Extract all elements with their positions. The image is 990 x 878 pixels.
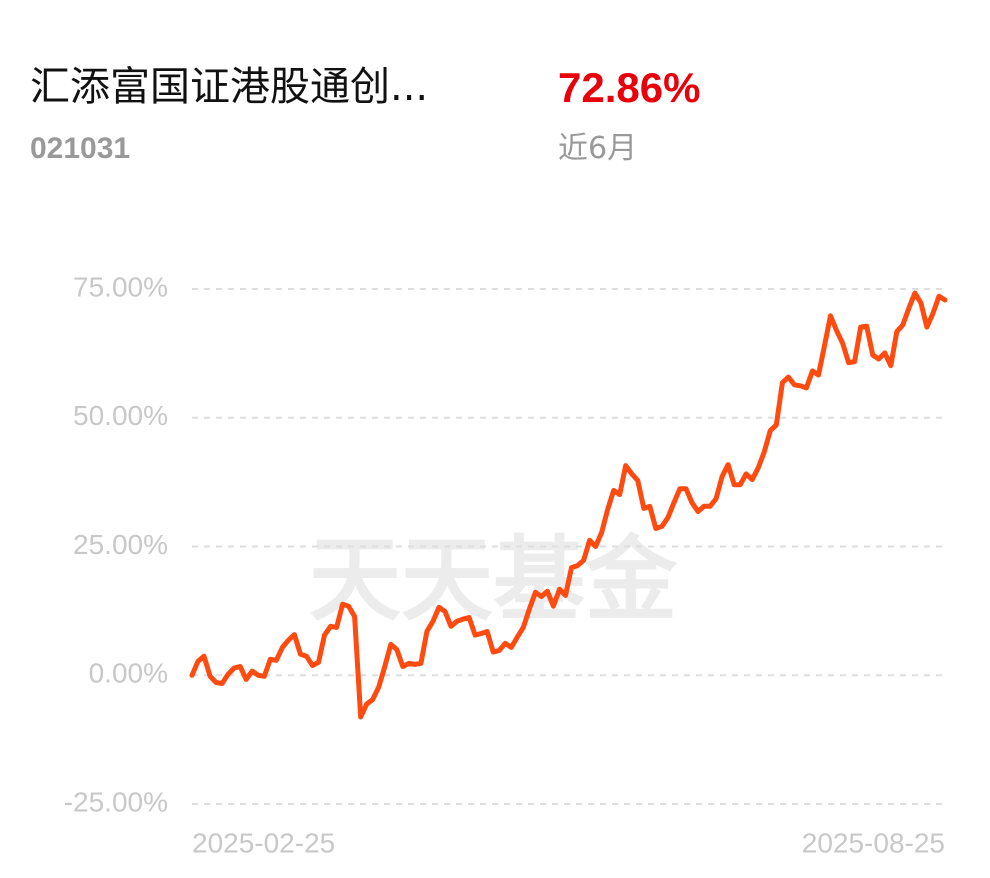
fund-code: 021031 (30, 132, 130, 165)
period: 近6月 (558, 131, 637, 166)
y-tick-label: 25.00% (73, 529, 168, 560)
fund-name: 汇添富国证港股通创... (30, 64, 428, 110)
x-tick-label: 2025-08-25 (802, 827, 945, 858)
y-tick-label: 50.00% (73, 400, 168, 431)
x-tick-label: 2025-02-25 (192, 827, 335, 858)
return-value: 72.86% (558, 64, 700, 111)
data-line (189, 290, 948, 720)
y-tick-label: 75.00% (73, 271, 168, 302)
watermark: 天天基金 (309, 526, 678, 634)
y-tick-label: -25.00% (64, 786, 168, 817)
y-tick-label: 0.00% (89, 658, 168, 689)
